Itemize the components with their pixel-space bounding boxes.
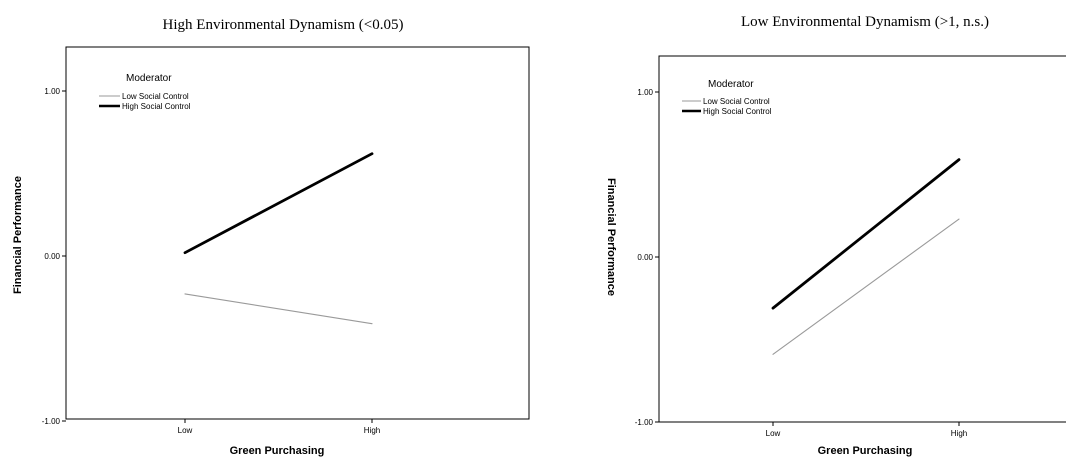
chart-title-1: High Environmental Dynamism (<0.05): [163, 17, 404, 33]
legend-2: Moderator Low Social Control High Social…: [682, 79, 772, 116]
series-line-1-low-social-control: [184, 293, 373, 325]
x-axis-label-1: Green Purchasing: [230, 445, 325, 457]
series-line-1-high-social-control: [183, 152, 374, 255]
x-ticks-2: Low High: [766, 422, 967, 438]
y-ticks-1: -1.00 0.00 1.00: [42, 87, 66, 426]
chart-panel-1: High Environmental Dynamism (<0.05) Fina…: [12, 17, 530, 457]
y-tick-label-2-1: 0.00: [637, 253, 653, 262]
legend-1: Moderator Low Social Control High Social…: [99, 73, 191, 111]
x-tick-label-2-0: Low: [766, 429, 781, 438]
legend-label-2-1: High Social Control: [703, 107, 772, 116]
x-tick-label-2-1: High: [951, 429, 967, 438]
y-ticks-2: -1.00 0.00 1.00: [635, 88, 659, 427]
series-line-2-high-social-control: [771, 158, 961, 310]
y-tick-label-2-2: 1.00: [637, 88, 653, 97]
plot-frame-1: [65, 46, 530, 420]
series-lines-1: [183, 152, 374, 325]
legend-label-1-0: Low Social Control: [122, 92, 189, 101]
y-axis-label-2: Financial Performance: [605, 178, 617, 296]
x-tick-label-1-0: Low: [178, 426, 193, 435]
legend-title-2: Moderator: [708, 79, 754, 90]
plot-frame-2: [658, 55, 1066, 423]
legend-label-1-1: High Social Control: [122, 102, 191, 111]
y-axis-label-1: Financial Performance: [12, 176, 24, 294]
series-lines-2: [771, 158, 961, 355]
y-tick-label-1-0: -1.00: [42, 417, 61, 426]
legend-label-2-0: Low Social Control: [703, 97, 770, 106]
chart-title-2: Low Environmental Dynamism (>1, n.s.): [741, 14, 989, 30]
chart-panel-2: Low Environmental Dynamism (>1, n.s.) Fi…: [605, 14, 1066, 457]
x-ticks-1: Low High: [178, 419, 380, 435]
x-tick-label-1-1: High: [364, 426, 380, 435]
y-tick-label-1-1: 0.00: [44, 252, 60, 261]
y-tick-label-1-2: 1.00: [44, 87, 60, 96]
x-axis-label-2: Green Purchasing: [818, 445, 913, 457]
legend-title-1: Moderator: [126, 73, 172, 84]
series-line-2-low-social-control: [772, 218, 960, 355]
y-tick-label-2-0: -1.00: [635, 418, 654, 427]
